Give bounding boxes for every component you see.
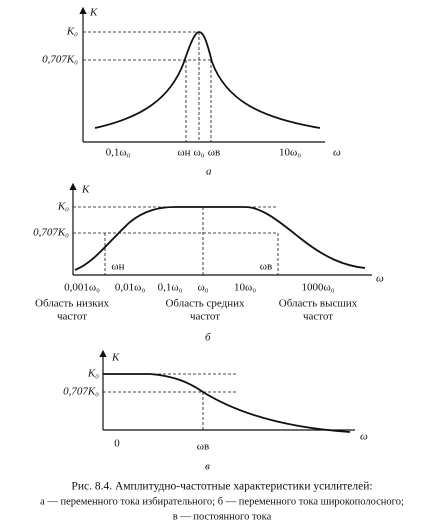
y-label: K (89, 7, 98, 19)
x-label: ω (376, 273, 384, 285)
k707: 0,707K₀ (42, 54, 78, 66)
k0: K₀ (57, 201, 69, 213)
guide (83, 31, 212, 142)
guide (73, 206, 279, 275)
tick: 1000ω₀ (301, 282, 334, 294)
panel-label: в (205, 461, 210, 473)
region: Область средних (165, 298, 245, 310)
curve (94, 31, 321, 129)
region: частот (57, 311, 87, 323)
panel-label: а (206, 166, 212, 178)
y-label: K (111, 352, 120, 364)
tick: ω₀ (197, 282, 208, 294)
panel-c: K K₀ 0,707K₀ 0 ωв ω в (63, 349, 368, 473)
region: частот (190, 311, 220, 323)
curve (74, 206, 366, 271)
x-label: ω (360, 431, 368, 443)
caption: Рис. 8.4. Амплитудно-частотные характери… (71, 481, 372, 493)
tick: 0,01ω₀ (115, 282, 145, 294)
region: Область высших (279, 298, 358, 310)
curve (103, 373, 351, 433)
k707: 0,707K₀ (63, 386, 99, 398)
panel-label: б (205, 332, 211, 344)
tick: 10ω₀ (279, 147, 301, 159)
k0: K₀ (87, 368, 99, 380)
region: частот (303, 311, 333, 323)
marker-label: ωн (111, 261, 124, 273)
tick: ωв (208, 147, 220, 159)
tick: 10ω₀ (234, 282, 256, 294)
tick: ω₀ (193, 147, 204, 159)
tick: ωн (177, 147, 190, 159)
region: Область низких (35, 298, 109, 310)
x-label: ω (333, 147, 341, 159)
guide (103, 373, 236, 430)
panel-b: K K₀ 0,707K₀ ωн ωв 0,001ω₀ 0,01ω₀ 0,1ω₀ … (33, 182, 384, 344)
k0: K₀ (66, 26, 78, 38)
panel-a: K K₀ 0,707K₀ 0,1ω₀ ωн ω₀ ωв 10ω₀ ω а (42, 7, 341, 178)
tick: ωв (197, 441, 209, 453)
k707: 0,707K₀ (33, 227, 69, 239)
tick: 0,001ω₀ (64, 282, 100, 294)
y-label: K (81, 184, 90, 196)
tick: 0,1ω₀ (158, 282, 183, 294)
caption: а — переменного тока избирательного; б —… (40, 496, 404, 507)
tick: 0,1ω₀ (106, 147, 131, 159)
marker-label: ωв (260, 261, 272, 273)
tick: 0 (114, 438, 120, 450)
caption: в — постоянного тока (173, 511, 272, 522)
